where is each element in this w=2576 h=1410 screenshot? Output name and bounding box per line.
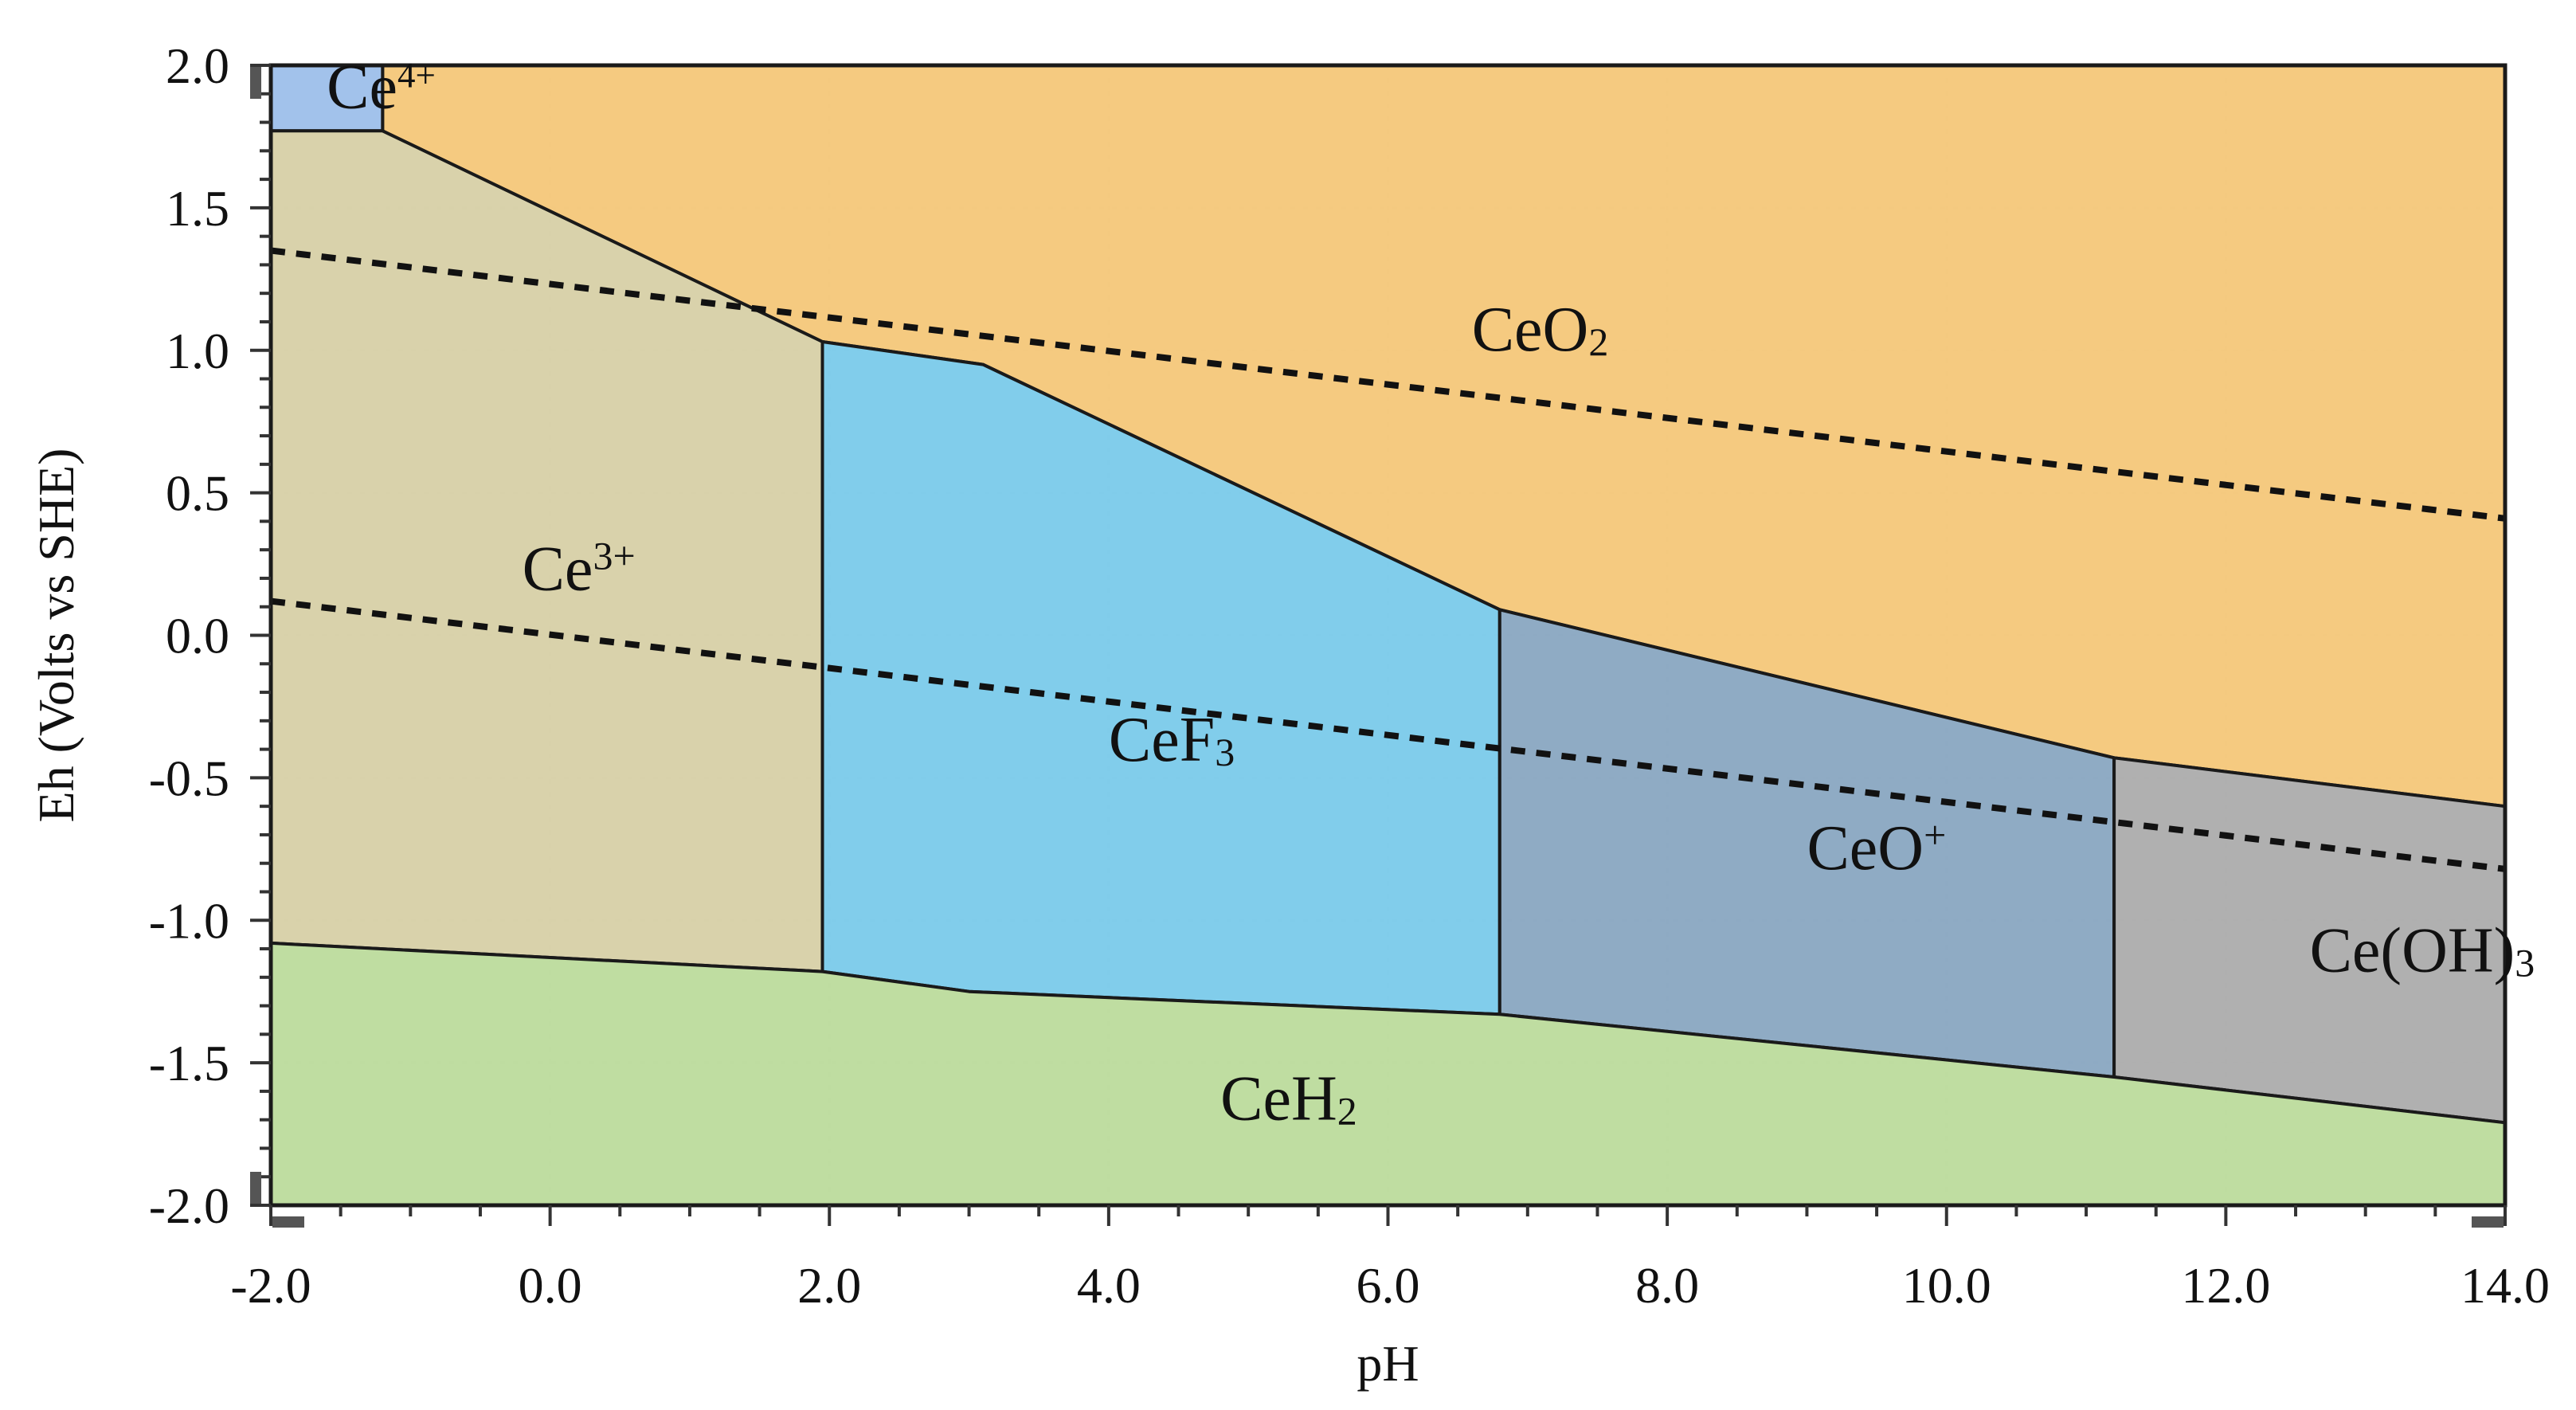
- x-tick-label: 8.0: [1635, 1257, 1699, 1314]
- region-label-ceo2: CeO2: [1472, 295, 1609, 365]
- x-tick-label: 12.0: [2181, 1257, 2270, 1314]
- x-tick-label: -2.0: [230, 1257, 311, 1314]
- x-tick-label: 2.0: [797, 1257, 861, 1314]
- y-tick-label: -1.5: [149, 1035, 229, 1091]
- axes: [250, 63, 2507, 1228]
- y-tick-label: 1.0: [166, 323, 229, 379]
- region-label-ceo: CeO+: [1807, 813, 1946, 883]
- x-axis-right-handle[interactable]: [2472, 1216, 2504, 1228]
- x-tick-label: 4.0: [1077, 1257, 1141, 1314]
- x-axis-title: pH: [1357, 1335, 1419, 1392]
- y-axis-title: Eh (Volts vs SHE): [28, 448, 84, 823]
- water-reduction-line: [270, 597, 2506, 872]
- x-tick-label: 10.0: [1902, 1257, 1991, 1314]
- x-tick-label: 14.0: [2461, 1257, 2550, 1314]
- y-tick-label: -1.0: [149, 892, 229, 949]
- y-tick-label: 2.0: [166, 37, 229, 94]
- water-oxidation-line: [270, 247, 2506, 522]
- region-label-ce4: Ce4+: [327, 53, 436, 123]
- tick-labels: -2.0 0.0 2.0 4.0 6.0 8.0 10.0 12.0 14.0 2.0 1.5 1.0…: [149, 37, 2550, 1314]
- y-axis-bottom-handle[interactable]: [250, 1172, 261, 1204]
- y-tick-label: -0.5: [149, 750, 229, 806]
- x-tick-label: 6.0: [1357, 1257, 1420, 1314]
- x-tick-label: 0.0: [519, 1257, 582, 1314]
- region-label-cef3: CeF3: [1109, 705, 1235, 775]
- stability-regions: [269, 64, 2507, 1207]
- y-axis-top-handle[interactable]: [250, 67, 261, 99]
- y-tick-label: -2.0: [149, 1177, 229, 1234]
- water-stability-lines: [270, 247, 2506, 872]
- y-tick-label: 0.0: [166, 608, 229, 664]
- region-label-ce-oh-3: Ce(OH)3: [2310, 916, 2535, 986]
- region-labels: CeO2 Ce4+ Ce3+ CeF3 CeO+ Ce(OH)3 CeH2: [327, 53, 2535, 1134]
- y-tick-label: 0.5: [166, 465, 229, 522]
- y-tick-label: 1.5: [166, 180, 229, 237]
- region-label-ceh2: CeH2: [1220, 1064, 1357, 1134]
- x-axis-left-handle[interactable]: [272, 1216, 304, 1228]
- region-label-ce3: Ce3+: [523, 533, 636, 604]
